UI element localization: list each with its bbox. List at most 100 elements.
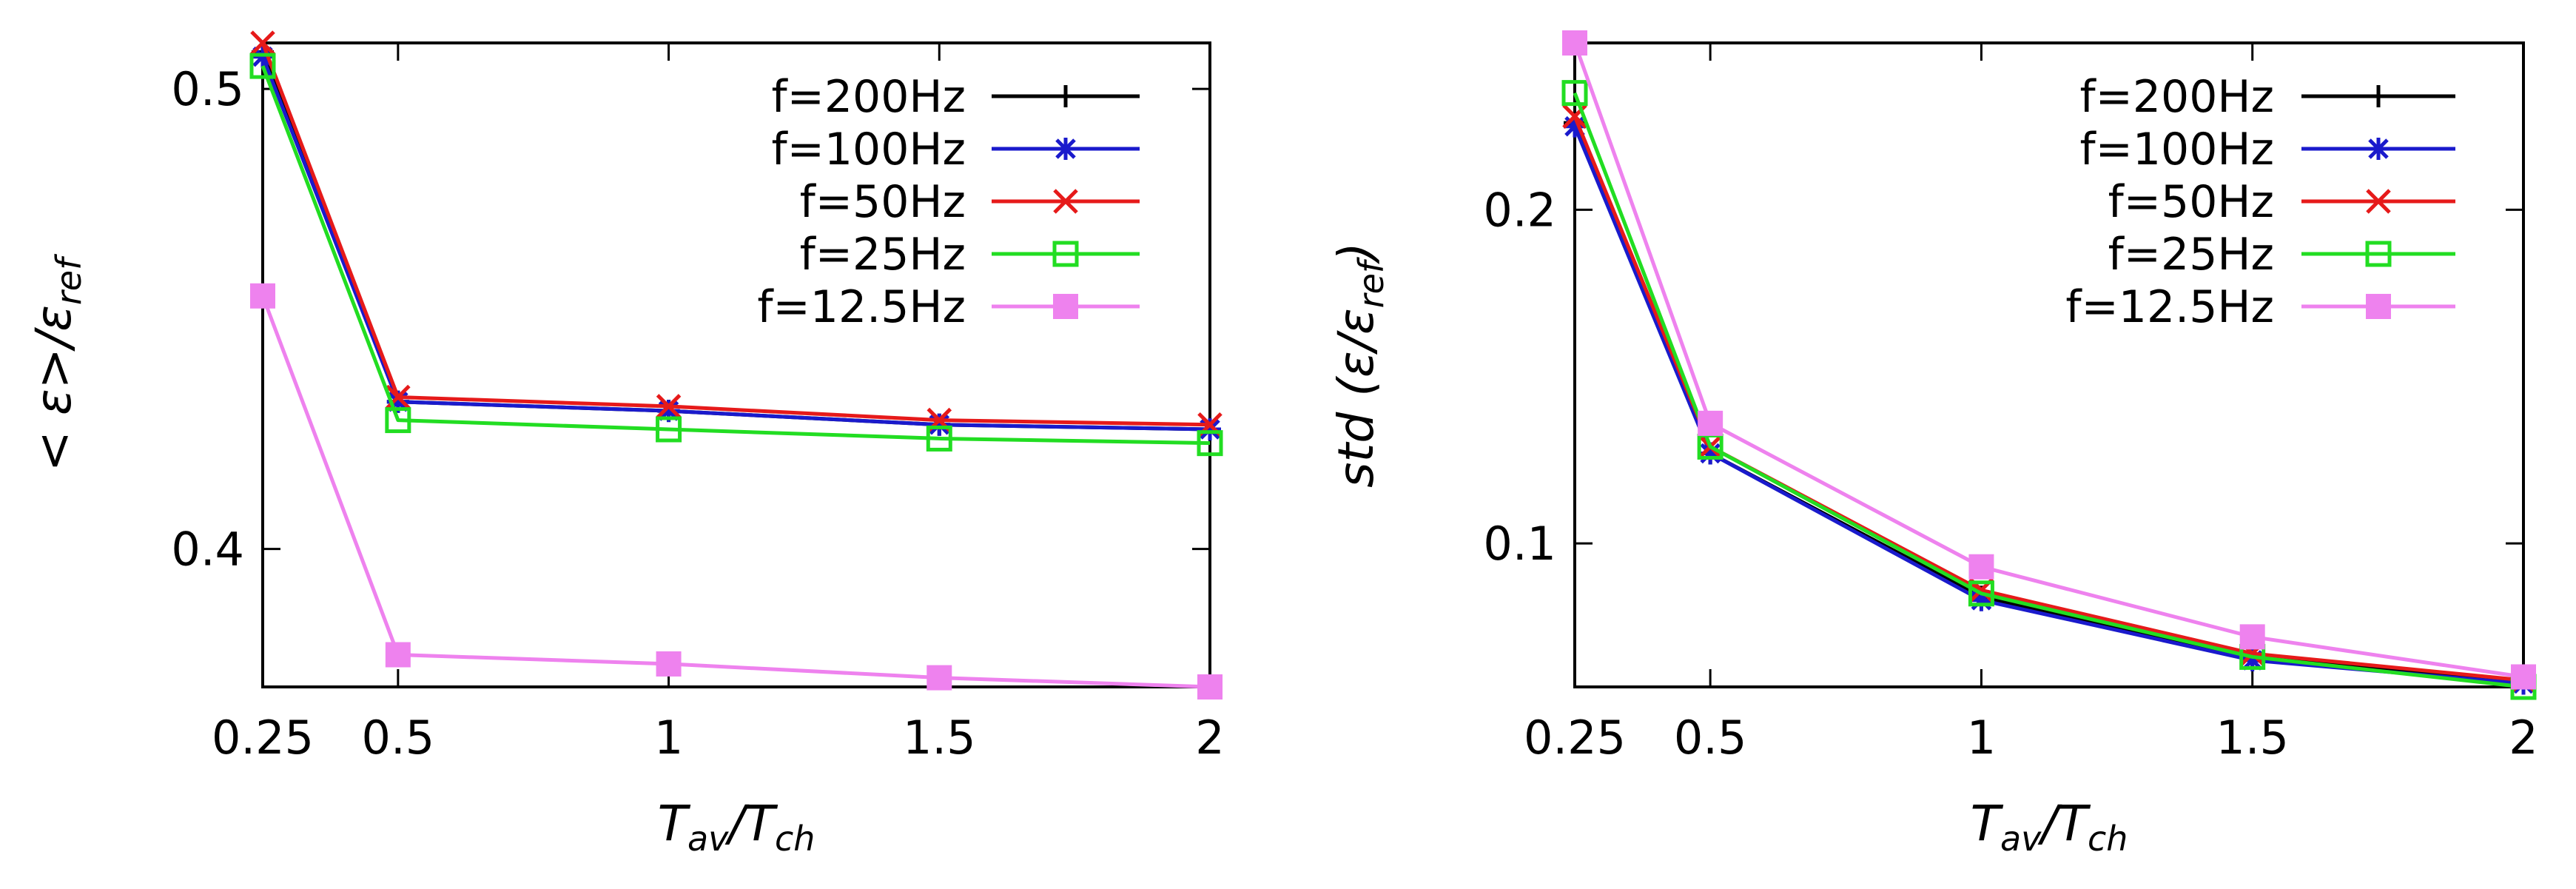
data-point	[1970, 588, 1993, 611]
data-point	[657, 400, 680, 423]
x-label-part: T	[2058, 795, 2091, 852]
legend-label: f=12.5Hz	[2065, 281, 2274, 333]
series-line	[260, 42, 1211, 427]
series-f12.5hz	[250, 283, 1223, 700]
x-axis-label: Tav/Tch	[658, 795, 815, 859]
legend-label: f=100Hz	[2079, 124, 2274, 175]
data-point	[1564, 115, 1586, 138]
legend-marker	[2366, 189, 2391, 214]
y-label-part: )	[1328, 242, 1385, 265]
data-point	[252, 45, 274, 68]
data-point	[385, 407, 411, 434]
data-point	[1197, 430, 1223, 457]
legend-marker	[2365, 241, 2392, 267]
x-tick-label: 1.5	[2216, 711, 2289, 765]
x-label-sub: av	[2000, 819, 2042, 859]
legend-marker	[1052, 241, 1079, 267]
x-tick-label: 1	[1967, 711, 1996, 765]
x-label-sub: ch	[2088, 819, 2128, 859]
legend-label: f=200Hz	[2079, 71, 2274, 123]
y-tick-label: 0.2	[1483, 183, 1556, 237]
data-point	[250, 283, 275, 309]
data-point	[1968, 580, 1994, 607]
data-point	[927, 665, 952, 691]
x-axis-label: Tav/Tch	[1971, 795, 2128, 859]
x-label-sub: ch	[775, 819, 815, 859]
x-label-sub: av	[687, 819, 729, 859]
x-label-part: T	[658, 795, 691, 852]
x-tick-label: 0.5	[362, 711, 435, 765]
legend-marker	[2366, 294, 2391, 319]
legend-label: f=12.5Hz	[757, 281, 966, 333]
chart-std-epsilon: 0.25 0.5 1 1.5 20.10.2f=200Hzf=100Hzf=50Hzf=…	[1328, 30, 2538, 859]
data-point	[1698, 410, 1724, 436]
data-point	[2511, 664, 2536, 690]
data-point	[249, 53, 276, 79]
y-label-sub: ref	[49, 254, 89, 305]
data-point	[385, 642, 411, 668]
series-line	[1573, 122, 2524, 685]
data-point	[656, 416, 682, 443]
data-point	[1199, 418, 1221, 440]
data-point	[386, 390, 409, 413]
series-line	[260, 295, 1211, 689]
x-tick-label: 2	[1195, 711, 1224, 765]
legend-label: f=100Hz	[771, 124, 966, 175]
data-point	[2239, 624, 2265, 650]
series-line	[1573, 92, 2524, 689]
series-f200hz	[252, 41, 1221, 440]
series-line	[260, 51, 1211, 432]
legend-marker	[1055, 138, 1077, 160]
x-tick-label: 0.25	[1524, 711, 1626, 765]
y-axis-label: < ε>/εref	[25, 254, 89, 472]
series-line	[260, 65, 1211, 446]
series-f25hz	[249, 53, 1223, 457]
legend-label: f=200Hz	[771, 71, 966, 123]
data-point	[926, 425, 952, 452]
x-tick-label: 1	[654, 711, 683, 765]
data-point	[656, 394, 682, 419]
x-tick-label: 2	[2509, 711, 2538, 765]
y-axis-label: std (ε/εref)	[1328, 242, 1391, 488]
legend-marker	[2367, 85, 2390, 107]
data-point	[1968, 554, 1994, 580]
legend-marker	[1053, 294, 1078, 319]
legend-marker	[2367, 138, 2390, 160]
series-f100hz	[252, 45, 1221, 440]
data-point	[250, 30, 275, 56]
data-point	[656, 651, 682, 677]
legend-label: f=50Hz	[800, 176, 966, 228]
legend-label: f=50Hz	[2108, 176, 2274, 228]
series-line	[1573, 125, 2524, 685]
x-tick-label: 0.5	[1674, 711, 1747, 765]
y-label-part: std (ε/ε	[1328, 308, 1385, 487]
data-point	[1197, 674, 1223, 700]
plot-frame	[1573, 41, 2525, 688]
x-tick-label: 1.5	[903, 711, 976, 765]
data-point	[1562, 30, 1587, 56]
legend-marker	[1055, 85, 1077, 107]
legend-label: f=25Hz	[800, 229, 966, 281]
series-line	[1573, 42, 2524, 679]
chart-mean-epsilon: 0.25 0.5 1 1.5 20.40.5 f=200Hzf=100Hzf=50Hzf=…	[25, 30, 1225, 859]
x-tick-label: 0.25	[212, 711, 314, 765]
data-point	[1561, 80, 1588, 107]
y-tick-label: 0.4	[171, 523, 244, 577]
x-label-part: T	[745, 795, 778, 852]
data-point	[928, 413, 951, 436]
legend-label: f=25Hz	[2108, 229, 2274, 281]
x-label-part: T	[1971, 795, 2004, 852]
series-f12.5hz	[1562, 30, 2536, 690]
y-label-part: < ε>/ε	[25, 305, 82, 472]
y-label-sub: ref	[1351, 257, 1391, 308]
data-point	[2241, 648, 2264, 671]
y-tick-label: 0.1	[1483, 517, 1556, 571]
data-point	[1699, 442, 1722, 465]
y-tick-label: 0.5	[171, 62, 244, 116]
series-f50hz	[250, 30, 1223, 437]
legend-marker	[1053, 189, 1078, 214]
plot-frame	[261, 41, 1211, 688]
